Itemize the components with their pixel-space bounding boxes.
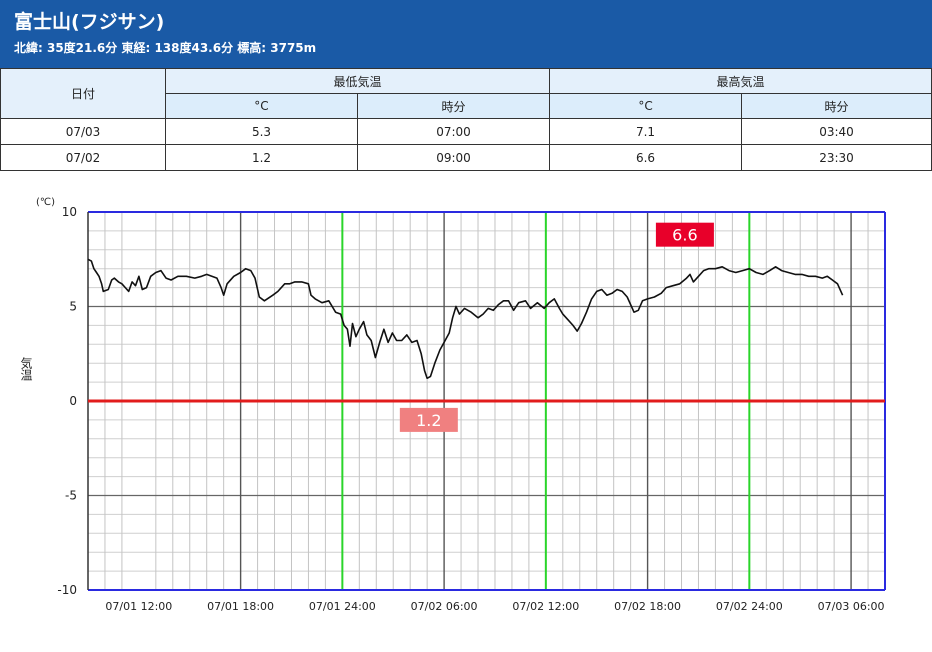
x-tick-label: 07/01 24:00 (309, 600, 376, 613)
row-date: 07/03 (0, 118, 166, 145)
min-temp-marker-label: 1.2 (416, 411, 441, 430)
y-tick-label: -5 (65, 489, 77, 503)
temperature-summary-table: 日付 最低気温 最高気温 °C 時分 °C 時分 07/03 5.3 07:00… (0, 68, 932, 171)
row-min-temp: 5.3 (165, 118, 358, 145)
row-max-temp: 6.6 (549, 144, 743, 171)
x-tick-label: 07/02 12:00 (512, 600, 579, 613)
station-header: 富士山(フジサン) 北緯: 35度21.6分 東経: 138度43.6分 標高:… (0, 0, 932, 68)
row-max-time: 03:40 (741, 118, 932, 145)
y-axis-label: 気温 (19, 356, 33, 381)
x-tick-label: 07/02 24:00 (716, 600, 783, 613)
row-min-time: 07:00 (356, 118, 551, 145)
min-temp-unit-header: °C (165, 93, 358, 119)
min-time-header: 時分 (356, 93, 551, 119)
table-row: 07/02 1.2 09:00 6.6 23:30 (0, 144, 932, 171)
y-unit-label: (℃) (36, 197, 55, 208)
y-tick-label: 5 (69, 300, 77, 314)
x-tick-label: 07/02 18:00 (614, 600, 681, 613)
y-tick-label: -10 (57, 583, 77, 597)
row-max-time: 23:30 (741, 144, 932, 171)
x-tick-label: 07/03 06:00 (818, 600, 885, 613)
min-temp-group-header: 最低気温 (164, 68, 551, 94)
min-temp-marker-box (399, 407, 458, 432)
chart-annotations: 6.6 1.2 (399, 222, 714, 432)
temperature-chart: (℃) 気温 10 5 0 -5 -10 07/01 12:00 07/01 18:00 07… (0, 171, 932, 643)
max-time-header: 時分 (741, 93, 932, 119)
x-tick-label: 07/02 06:00 (411, 600, 478, 613)
row-min-time: 09:00 (356, 144, 551, 171)
x-tick-label: 07/01 12:00 (105, 600, 172, 613)
temperature-line (87, 258, 844, 380)
station-title: 富士山(フジサン) (14, 11, 165, 33)
row-min-temp: 1.2 (165, 144, 358, 171)
chart-axes: 10 5 0 -5 -10 07/01 12:00 07/01 18:00 07/01 24:… (57, 205, 886, 613)
x-tick-label: 07/01 18:00 (207, 600, 274, 613)
max-temp-marker-label: 6.6 (672, 226, 697, 245)
row-date: 07/02 (0, 144, 166, 171)
table-row: 07/03 5.3 07:00 7.1 03:40 (0, 118, 932, 145)
max-temp-marker-box (655, 222, 714, 247)
station-coordinates: 北緯: 35度21.6分 東経: 138度43.6分 標高: 3775m (14, 41, 317, 55)
max-temp-group-header: 最高気温 (549, 68, 932, 94)
max-temp-unit-header: °C (549, 93, 743, 119)
column-date-header: 日付 (0, 68, 166, 119)
y-tick-label: 0 (69, 394, 77, 408)
temperature-chart-svg: (℃) 気温 10 5 0 -5 -10 07/01 12:00 07/01 18:00 07… (19, 197, 886, 613)
y-tick-label: 10 (62, 205, 77, 219)
chart-series (87, 258, 844, 380)
row-max-temp: 7.1 (549, 118, 743, 145)
